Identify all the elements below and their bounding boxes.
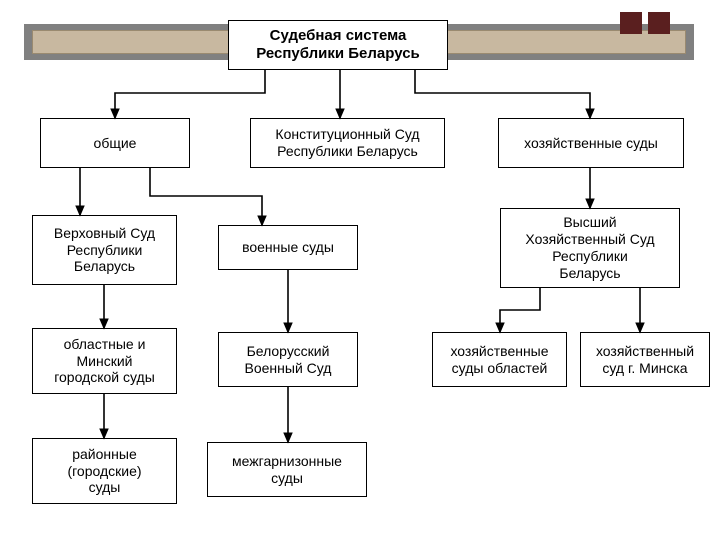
node-econminsk: хозяйственный суд г. Минска [580, 332, 710, 387]
node-military: военные суды [218, 225, 358, 270]
node-econreg: хозяйственные суды областей [432, 332, 567, 387]
node-general: общие [40, 118, 190, 168]
header-accent-2 [648, 12, 670, 34]
node-const: Конституционный Суд Республики Беларусь [250, 118, 445, 168]
diagram-stage: Судебная система Республики Беларусь общ… [0, 0, 720, 540]
header-accent-1 [620, 12, 642, 34]
node-garrison: межгарнизонные суды [207, 442, 367, 497]
node-belmil: Белорусский Военный Суд [218, 332, 358, 387]
node-district: районные (городские) суды [32, 438, 177, 504]
node-hec: Высший Хозяйственный Суд Республики Бела… [500, 208, 680, 288]
node-root: Судебная система Республики Беларусь [228, 20, 448, 70]
node-econ: хозяйственные суды [498, 118, 684, 168]
node-regional: областные и Минский городской суды [32, 328, 177, 394]
node-supreme: Верховный Суд Республики Беларусь [32, 215, 177, 285]
